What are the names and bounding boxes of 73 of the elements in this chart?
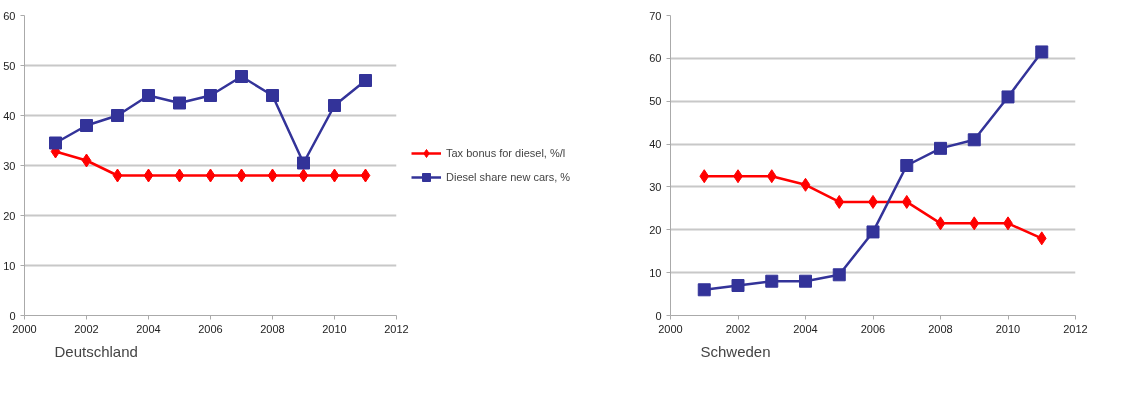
y-tick-label: 70: [649, 9, 662, 22]
point: [901, 194, 912, 209]
point: [81, 153, 92, 168]
x-tick-label: 2004: [793, 322, 818, 335]
point: [1035, 45, 1049, 59]
text: Schweden: [700, 342, 771, 360]
point: [935, 216, 946, 231]
y-tick-label: 60: [649, 52, 662, 65]
y-tick-label: 30: [649, 180, 662, 193]
y-tick-label: 40: [649, 138, 662, 151]
x-tick-label: 2002: [725, 322, 751, 335]
y-tick-label: 20: [3, 209, 16, 222]
point: [329, 168, 340, 183]
y-tick-label: 0: [9, 309, 16, 322]
point: [967, 133, 981, 147]
x-tick-label: 2000: [12, 322, 37, 335]
legend-label: Tax bonus for diesel, %/l: [446, 147, 566, 159]
point: [1001, 90, 1015, 104]
x-tick-label: 2004: [136, 322, 161, 335]
point: [799, 274, 812, 288]
x-tick-label: 2006: [860, 322, 886, 335]
point: [111, 109, 124, 122]
point: [834, 194, 845, 209]
y-tick-label: 40: [3, 109, 16, 122]
point: [205, 168, 216, 183]
point: [173, 96, 186, 110]
point: [236, 168, 247, 183]
point: [360, 168, 371, 183]
point: [359, 74, 372, 87]
point: [112, 168, 123, 183]
y-tick-label: 0: [655, 309, 662, 322]
legend-label: Diesel share new cars, %: [446, 171, 571, 183]
point: [699, 169, 710, 184]
y-tick-label: 50: [649, 95, 662, 108]
point: [174, 168, 185, 183]
point: [298, 168, 309, 183]
point: [267, 168, 278, 183]
y-tick-label: 50: [3, 59, 16, 72]
y-tick-label: 30: [3, 159, 16, 172]
x-tick-label: 2010: [995, 322, 1021, 335]
point: [765, 274, 779, 288]
point: [832, 268, 846, 282]
point: [697, 283, 711, 297]
point: [731, 279, 745, 292]
point: [142, 89, 155, 102]
y-tick-label: 60: [3, 9, 16, 22]
x-tick-label: 2008: [260, 322, 285, 335]
point: [766, 169, 777, 184]
x-tick-label: 2000: [658, 322, 683, 335]
point: [934, 141, 947, 155]
text: Deutschland: [54, 342, 138, 360]
point: [235, 70, 248, 83]
y-tick-label: 10: [3, 259, 16, 272]
point: [143, 168, 154, 183]
x-tick-label: 2006: [198, 322, 223, 335]
point: [328, 99, 341, 112]
x-tick-label: 2002: [74, 322, 99, 335]
point: [266, 89, 279, 102]
point: [900, 159, 914, 172]
y-tick-label: 20: [649, 223, 662, 236]
point: [866, 225, 880, 239]
point: [49, 136, 62, 150]
x-tick-label: 2012: [384, 322, 409, 335]
point: [800, 177, 811, 192]
point: [80, 119, 93, 132]
point: [969, 216, 980, 231]
y-tick-label: 10: [649, 266, 662, 279]
x-tick-label: 2012: [1063, 322, 1088, 335]
point: [297, 156, 310, 170]
point: [204, 89, 217, 102]
point: [1036, 231, 1047, 246]
x-tick-label: 2010: [322, 322, 347, 335]
x-tick-label: 2008: [928, 322, 953, 335]
